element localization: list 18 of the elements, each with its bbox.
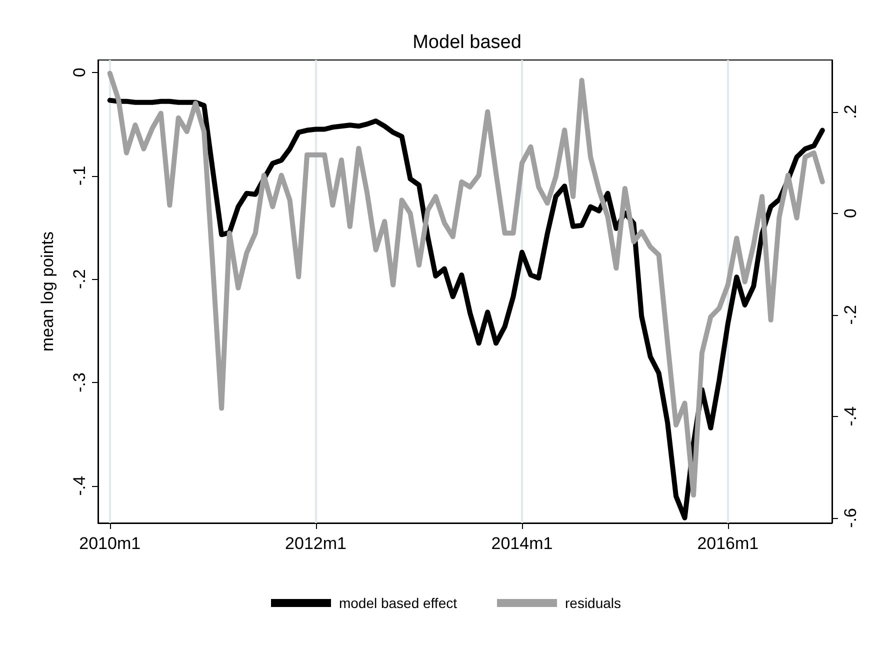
x-tick-label: 2010m1 bbox=[79, 534, 141, 553]
y2-tick-label: -.2 bbox=[841, 304, 860, 325]
legend-label: residuals bbox=[565, 595, 622, 611]
y2-tick-label: -.6 bbox=[841, 508, 860, 528]
x-tick-label: 2016m1 bbox=[697, 534, 759, 553]
y-tick-label: -.3 bbox=[70, 372, 89, 392]
y-axis-title: mean log points bbox=[38, 231, 57, 352]
legend-label: model based effect bbox=[338, 595, 457, 611]
y2-tick-label: -.4 bbox=[841, 406, 860, 426]
y-tick-label: -.1 bbox=[70, 166, 89, 186]
y2-tick-label: 0 bbox=[841, 208, 860, 218]
y-tick-label: 0 bbox=[70, 68, 89, 78]
y-tick-label: -.2 bbox=[70, 269, 89, 290]
x-tick-label: 2012m1 bbox=[285, 534, 346, 553]
y-tick-label: -.4 bbox=[70, 476, 89, 496]
y2-tick-label: .2 bbox=[841, 104, 860, 119]
chart-title: Model based bbox=[412, 32, 522, 53]
x-tick-label: 2014m1 bbox=[491, 534, 553, 553]
